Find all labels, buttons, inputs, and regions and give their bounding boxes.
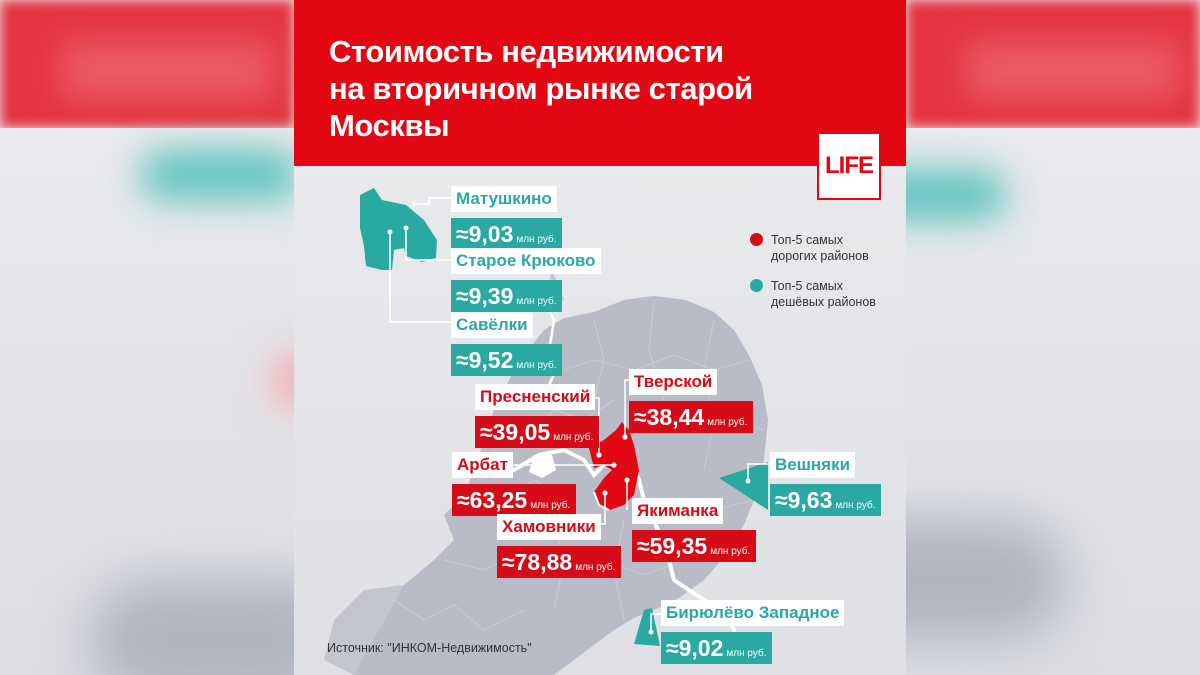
title-line-2: на вторичном рынке старой [329,71,753,106]
legend-label: Топ-5 самых [771,279,843,293]
district-label-matushkino: Матушкино ≈9,03 млн руб. [451,186,563,250]
district-name: Тверской [629,369,718,395]
district-label-khamovniki: Хамовники ≈78,88 млн руб. [497,514,622,578]
price-unit: млн руб. [835,500,876,511]
district-name: Старое Крюково [451,248,601,274]
header-banner: Стоимость недвижимости на вторичном рынк… [294,0,906,166]
district-name: Хамовники [497,514,601,540]
price-unit: млн руб. [726,648,767,659]
price-value: ≈38,44 [634,404,705,430]
life-logo: LIFE [817,132,881,200]
district-label-arbat: Арбат ≈63,25 млн руб. [452,452,577,516]
price-value: ≈9,39 [456,283,514,309]
price-value: ≈9,63 [775,487,833,513]
price-badge: ≈9,03 млн руб. [451,218,563,250]
price-value: ≈9,03 [456,221,514,247]
page-title: Стоимость недвижимости на вторичном рынк… [329,33,753,144]
price-unit: млн руб. [575,562,616,573]
price-badge: ≈9,39 млн руб. [451,280,563,312]
price-badge: ≈59,35 млн руб. [632,530,757,562]
price-value: ≈59,35 [637,533,708,559]
district-name: Якиманка [632,498,724,524]
legend-label: Топ-5 самых [771,233,843,247]
district-label-presnensky: Пресненский ≈39,05 млн руб. [475,384,600,448]
source-note: Источник: "ИНКОМ-Недвижимость" [327,641,532,655]
biryulyovo-area [634,608,660,646]
district-label-tverskoy: Тверской ≈38,44 млн руб. [629,369,754,433]
district-name: Бирюлёво Западное [661,600,845,626]
title-line-3: Москвы [329,108,450,143]
logo-text: LIFE [825,152,874,179]
district-label-savelki: Савёлки ≈9,52 млн руб. [451,312,563,376]
district-name: Пресненский [475,384,596,410]
zelenograd-area [360,188,437,270]
district-name: Матушкино [451,186,557,212]
title-line-1: Стоимость недвижимости [329,34,724,69]
price-value: ≈39,05 [480,419,551,445]
legend-label: дорогих районов [771,249,869,263]
district-name: Савёлки [451,312,533,338]
price-unit: млн руб. [710,546,751,557]
red-dot-icon [750,233,763,246]
price-badge: ≈78,88 млн руб. [497,546,622,578]
district-name: Вешняки [770,452,856,478]
price-unit: млн руб. [553,432,594,443]
district-label-yakimanka: Якиманка ≈59,35 млн руб. [632,498,757,562]
district-label-veshnyaki: Вешняки ≈9,63 млн руб. [770,452,882,516]
price-badge: ≈63,25 млн руб. [452,484,577,516]
legend-item-cheap: Топ-5 самых дешёвых районов [750,278,876,310]
price-badge: ≈38,44 млн руб. [629,401,754,433]
legend-item-expensive: Топ-5 самых дорогих районов [750,232,876,264]
price-value: ≈9,02 [666,635,724,661]
legend: Топ-5 самых дорогих районов Топ-5 самых де… [750,232,876,324]
price-badge: ≈9,52 млн руб. [451,344,563,376]
blurred-background-left [0,0,294,675]
teal-dot-icon [750,279,763,292]
district-name: Арбат [452,452,513,478]
price-badge: ≈9,63 млн руб. [770,484,882,516]
price-unit: млн руб. [530,500,571,511]
infographic-panel: Стоимость недвижимости на вторичном рынк… [294,0,906,675]
price-unit: млн руб. [516,296,557,307]
price-badge: ≈39,05 млн руб. [475,416,600,448]
price-value: ≈78,88 [502,549,573,575]
price-value: ≈9,52 [456,347,514,373]
district-label-staroe-kryukovo: Старое Крюково ≈9,39 млн руб. [451,248,601,312]
price-badge: ≈9,02 млн руб. [661,632,773,664]
price-unit: млн руб. [516,360,557,371]
price-value: ≈63,25 [457,487,528,513]
price-unit: млн руб. [707,417,748,428]
blurred-background-right [906,0,1200,675]
district-label-biryulyovo: Бирюлёво Западное ≈9,02 млн руб. [661,600,845,664]
veshnyaki-area [719,462,768,510]
price-unit: млн руб. [516,234,557,245]
legend-label: дешёвых районов [771,295,876,309]
